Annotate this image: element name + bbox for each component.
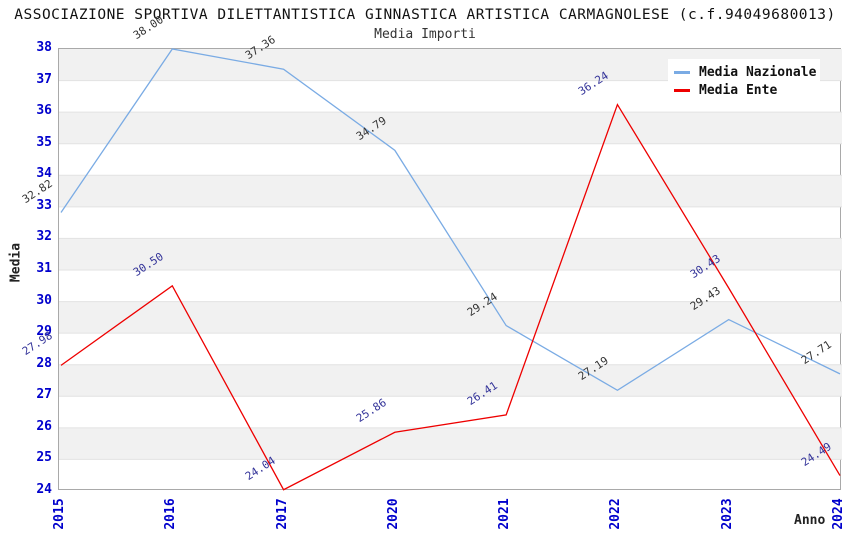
x-tick-label: 2022	[608, 498, 624, 530]
x-tick-label: 2024	[831, 498, 846, 530]
legend: Media Nazionale Media Ente	[668, 59, 820, 104]
chart-subtitle: Media Importi	[374, 27, 476, 42]
chart-canvas	[59, 48, 842, 491]
legend-swatch-icon	[674, 88, 690, 92]
x-tick-label: 2020	[385, 498, 401, 530]
legend-item-0: Media Nazionale	[674, 63, 817, 81]
stripe-band	[59, 427, 842, 460]
y-tick-label: 28	[36, 355, 52, 371]
x-tick-label: 2016	[163, 498, 179, 530]
stripe-band	[59, 112, 842, 144]
x-tick-label: 2023	[719, 498, 735, 530]
x-axis-title: Anno	[794, 513, 826, 528]
x-tick-label: 2017	[274, 498, 290, 530]
stripe-band	[59, 238, 842, 270]
plot-area: 32.82 38.00 37.36 34.79 29.24 27.19 29.43 27.71…	[20, 13, 842, 491]
stripe-band	[59, 301, 842, 334]
y-tick-label: 34	[36, 166, 52, 182]
y-tick-label: 35	[36, 134, 52, 150]
series-line-0	[60, 48, 841, 392]
y-tick-label: 31	[36, 261, 52, 276]
legend-swatch-icon	[674, 70, 690, 74]
y-tick-label: 24	[36, 482, 52, 497]
legend-label: Media Nazionale	[699, 64, 817, 80]
x-tick-label: 2015	[52, 498, 67, 530]
y-tick-label: 38	[36, 40, 52, 55]
legend-label: Media Ente	[699, 82, 778, 98]
chart-title: ASSOCIAZIONE SPORTIVA DILETTANTISTICA GI…	[14, 7, 836, 23]
legend-item-1: Media Ente	[674, 81, 814, 99]
stripe-band	[59, 364, 842, 397]
y-tick-label: 26	[36, 418, 52, 434]
x-tick-label: 2021	[497, 498, 513, 530]
y-tick-label: 25	[36, 450, 52, 466]
y-tick-label: 36	[36, 103, 52, 119]
y-tick-label: 29	[36, 324, 52, 340]
stripe-band	[59, 175, 842, 207]
y-tick-label: 32	[36, 229, 52, 245]
y-tick-label: 33	[36, 197, 52, 213]
y-tick-label: 30	[36, 292, 52, 308]
y-tick-label: 27	[36, 387, 52, 403]
series-line-1	[60, 103, 841, 491]
y-tick-label: 37	[36, 71, 52, 87]
